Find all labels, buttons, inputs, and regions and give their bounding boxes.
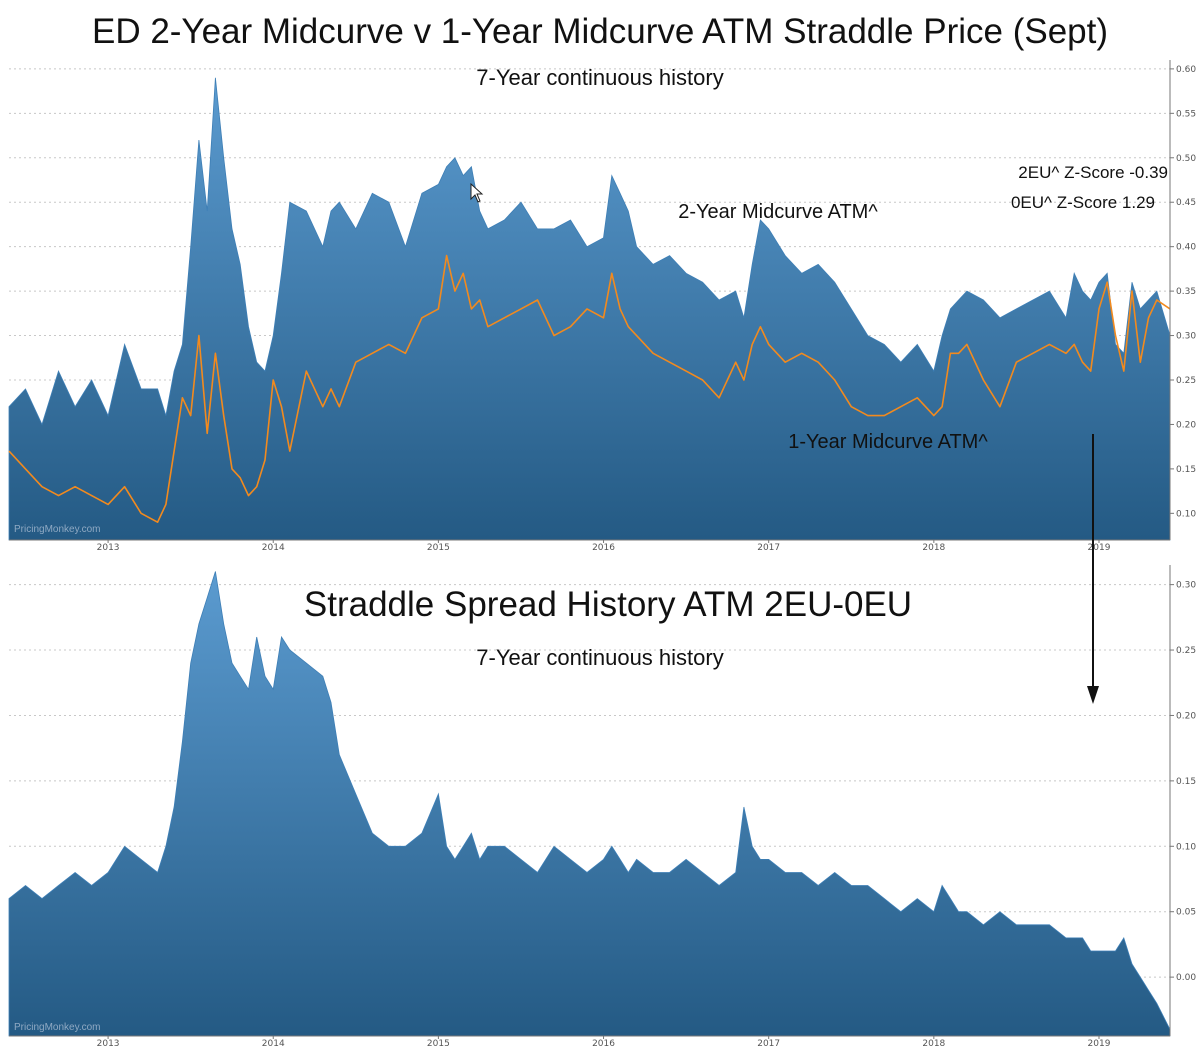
top-x-tick-label: 2016 xyxy=(592,543,615,553)
top-axes xyxy=(9,60,1171,541)
top-x-tick-label: 2013 xyxy=(97,543,120,553)
bottom-x-tick-label: 2016 xyxy=(592,1039,615,1049)
top-y-tick-label: 0.30 xyxy=(1176,332,1196,342)
top-y-tick-label: 0.15 xyxy=(1176,465,1196,475)
bottom-x-tick-label: 2015 xyxy=(427,1039,450,1049)
bottom-x-tick-label: 2019 xyxy=(1088,1039,1111,1049)
bottom-y-ticks: 0.00 0.05 0.10 0.15 0.20 0.25 0.30 xyxy=(1170,581,1196,983)
top-x-tick-label: 2019 xyxy=(1088,543,1111,553)
top-x-tick-label: 2018 xyxy=(922,543,945,553)
zscore-2eu: 2EU^ Z-Score -0.39 xyxy=(1018,163,1168,182)
down-arrow xyxy=(1087,434,1099,704)
zscore-0eu: 0EU^ Z-Score 1.29 xyxy=(1011,193,1155,212)
mouse-cursor-icon xyxy=(470,182,484,203)
top-x-tick-label: 2015 xyxy=(427,543,450,553)
top-y-tick-label: 0.25 xyxy=(1176,376,1196,386)
bottom-x-tick-label: 2013 xyxy=(97,1039,120,1049)
top-x-tick-label: 2017 xyxy=(757,543,780,553)
top-x-ticks: 2013 2014 2015 2016 2017 2018 2019 xyxy=(97,540,1111,553)
bottom-area-group xyxy=(8,571,1171,1037)
top-chart-subtitle: 7-Year continuous history xyxy=(476,65,723,90)
bottom-axes xyxy=(9,565,1171,1037)
top-line-group xyxy=(8,254,1171,523)
label-2y-midcurve: 2-Year Midcurve ATM^ xyxy=(678,201,878,223)
arrow-head-icon xyxy=(1087,686,1099,704)
top-y-tick-label: 0.50 xyxy=(1176,154,1196,164)
bottom-x-ticks: 2013 2014 2015 2016 2017 2018 2019 xyxy=(97,1036,1111,1049)
bottom-y-tick-label: 0.05 xyxy=(1176,908,1196,918)
bottom-y-tick-label: 0.00 xyxy=(1176,973,1196,983)
top-chart: 0.10 0.15 0.20 0.25 0.30 0.35 0.40 0.45 0.50 0.55… xyxy=(8,12,1196,553)
bottom-y-tick-label: 0.20 xyxy=(1176,711,1196,721)
watermark-bottom: PricingMonkey.com xyxy=(14,1022,101,1033)
top-y-ticks: 0.10 0.15 0.20 0.25 0.30 0.35 0.40 0.45 0.50 0.55… xyxy=(1170,65,1196,519)
bottom-x-tick-label: 2014 xyxy=(262,1039,285,1049)
top-y-tick-label: 0.40 xyxy=(1176,243,1196,253)
bottom-y-tick-label: 0.25 xyxy=(1176,646,1196,656)
bottom-area-series xyxy=(8,571,1171,1037)
bottom-y-tick-label: 0.15 xyxy=(1176,777,1196,787)
top-y-tick-label: 0.10 xyxy=(1176,509,1196,519)
top-area-series xyxy=(8,77,1171,541)
top-x-tick-label: 2014 xyxy=(262,543,285,553)
top-area-group xyxy=(8,77,1171,541)
bottom-y-tick-label: 0.10 xyxy=(1176,842,1196,852)
top-y-tick-label: 0.35 xyxy=(1176,287,1196,297)
bottom-chart: 0.000.050.100.150.200.250.30 2013 2014 201… xyxy=(8,565,1196,1049)
bottom-y-tick-label: 0.30 xyxy=(1176,581,1196,591)
top-y-tick-label: 0.20 xyxy=(1176,420,1196,430)
bottom-x-tick-label: 2017 xyxy=(757,1039,780,1049)
top-y-tick-label: 0.60 xyxy=(1176,65,1196,75)
watermark-top: PricingMonkey.com xyxy=(14,524,101,535)
top-chart-title: ED 2-Year Midcurve v 1-Year Midcurve ATM… xyxy=(92,12,1108,51)
top-line-series xyxy=(8,254,1171,523)
top-y-tick-label: 0.55 xyxy=(1176,109,1196,119)
top-y-tick-label: 0.45 xyxy=(1176,198,1196,208)
bottom-chart-title: Straddle Spread History ATM 2EU-0EU xyxy=(304,585,912,624)
bottom-x-tick-label: 2018 xyxy=(922,1039,945,1049)
label-1y-midcurve: 1-Year Midcurve ATM^ xyxy=(788,431,988,453)
bottom-chart-subtitle: 7-Year continuous history xyxy=(476,645,723,670)
